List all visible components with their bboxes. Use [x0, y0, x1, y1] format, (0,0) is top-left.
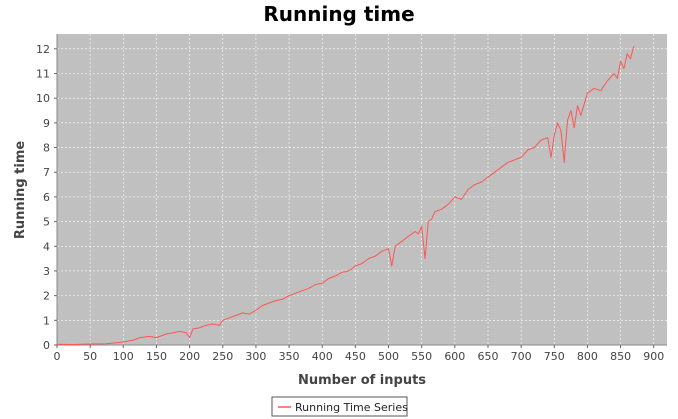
axes	[56, 34, 667, 346]
x-tick-label: 550	[411, 350, 432, 363]
x-axis-label: Number of inputs	[298, 373, 426, 388]
x-tick-label: 100	[113, 350, 134, 363]
x-tick-label: 500	[378, 350, 399, 363]
y-tick-label: 11	[36, 67, 50, 80]
x-tick-label: 450	[345, 350, 366, 363]
y-tick-label: 7	[43, 166, 50, 179]
x-tick-label: 50	[83, 350, 97, 363]
series-line-running-time	[56, 46, 635, 345]
y-tick-label: 5	[43, 216, 50, 229]
y-tick-label: 0	[43, 339, 50, 352]
y-tick-label: 12	[36, 43, 50, 56]
x-tick-label: 250	[212, 350, 233, 363]
chart-title: Running time	[263, 2, 414, 26]
x-axis-ticks: 0 50 100 150 200 250 300 350 400 450 500 550 600 650 7…	[54, 345, 664, 363]
y-tick-label: 1	[43, 314, 50, 327]
series-layer	[56, 46, 635, 345]
y-tick-label: 6	[43, 191, 50, 204]
y-tick-label: 2	[43, 290, 50, 303]
x-tick-label: 0	[54, 350, 61, 363]
y-tick-label: 4	[43, 240, 50, 253]
x-tick-label: 400	[312, 350, 333, 363]
x-tick-label: 300	[245, 350, 266, 363]
y-tick-label: 9	[43, 117, 50, 130]
y-tick-label: 8	[43, 142, 50, 155]
plot-area	[57, 34, 667, 345]
y-axis-label: Running time	[13, 141, 28, 240]
x-tick-label: 150	[146, 350, 167, 363]
legend-entry: Running Time Series	[295, 401, 408, 414]
x-tick-label: 600	[444, 350, 465, 363]
x-tick-label: 800	[577, 350, 598, 363]
legend: Running Time Series	[271, 396, 408, 417]
x-tick-label: 750	[544, 350, 565, 363]
x-tick-label: 650	[477, 350, 498, 363]
legend-box	[271, 396, 408, 417]
x-tick-label: 700	[511, 350, 532, 363]
x-tick-label: 850	[610, 350, 631, 363]
y-tick-label: 10	[36, 92, 50, 105]
gridlines	[57, 34, 667, 345]
x-tick-label: 900	[643, 350, 664, 363]
x-tick-label: 350	[279, 350, 300, 363]
y-tick-label: 3	[43, 265, 50, 278]
x-tick-label: 200	[179, 350, 200, 363]
